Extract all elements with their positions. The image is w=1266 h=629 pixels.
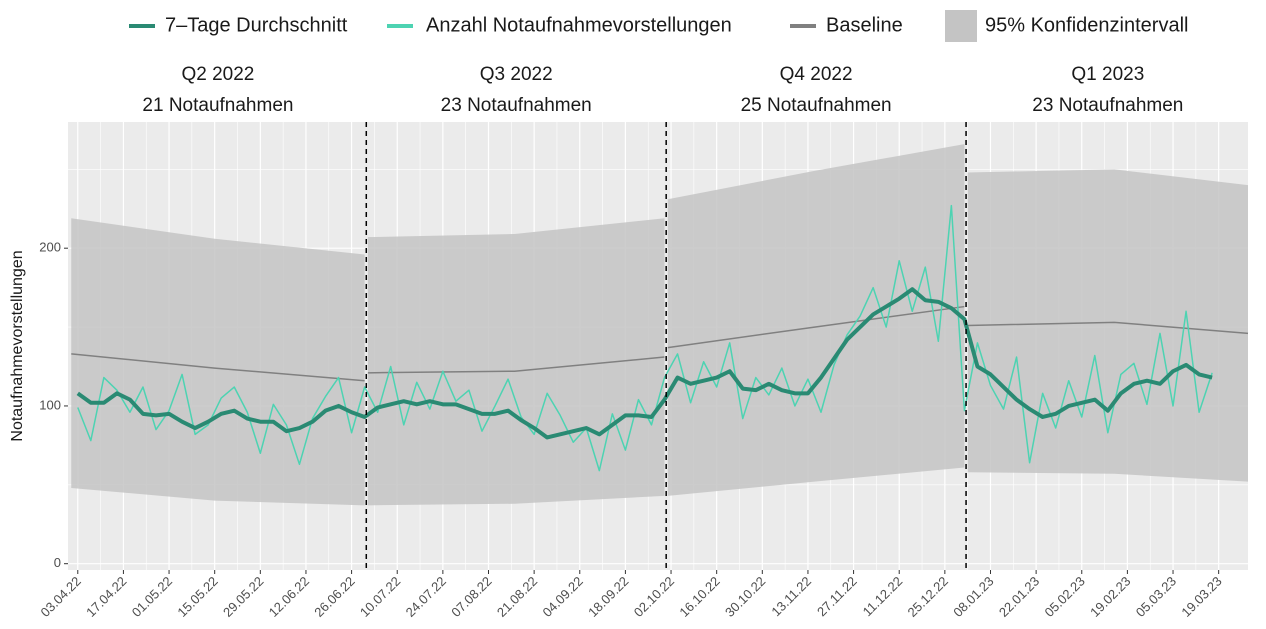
x-tick-label: 02.10.22 xyxy=(631,574,677,620)
x-tick-label: 25.12.22 xyxy=(905,574,951,620)
x-tick-label: 11.12.22 xyxy=(860,574,906,620)
x-tick-label: 18.09.22 xyxy=(585,574,631,620)
legend-label: Baseline xyxy=(826,14,903,36)
x-tick-label: 17.04.22 xyxy=(83,574,129,620)
series-line xyxy=(76,287,1213,440)
y-tick-label: 200 xyxy=(39,240,61,255)
x-tick-label: 13.11.22 xyxy=(768,574,814,620)
facet-subtitle: 21 Notaufnahmen xyxy=(142,95,293,116)
baseline-line xyxy=(967,321,1249,335)
facet-title: Q4 2022 xyxy=(780,64,853,85)
baseline-line xyxy=(71,353,365,382)
facet-title: Q2 2022 xyxy=(181,64,254,85)
y-axis-title: Notaufnahmevorstellungen xyxy=(9,250,26,441)
facet-subtitle: 23 Notaufnahmen xyxy=(1032,95,1183,116)
legend-label: Anzahl Notaufnahmevorstellungen xyxy=(426,14,732,36)
legend-label: 7–Tage Durchschnitt xyxy=(165,14,348,36)
x-tick-label: 26.06.22 xyxy=(311,574,357,620)
x-tick-label: 12.06.22 xyxy=(266,574,312,620)
facet-subtitle: 25 Notaufnahmen xyxy=(741,95,892,116)
legend-key xyxy=(945,10,977,42)
x-tick-label: 24.07.22 xyxy=(403,574,449,620)
confidence-band xyxy=(667,144,965,496)
x-tick-label: 27.11.22 xyxy=(814,574,860,620)
y-tick-label: 0 xyxy=(54,555,61,570)
x-tick-label: 07.08.22 xyxy=(448,574,494,620)
x-tick-label: 19.03.23 xyxy=(1178,574,1224,620)
baseline-line xyxy=(667,305,965,349)
facet-subtitle: 23 Notaufnahmen xyxy=(441,95,592,116)
confidence-band xyxy=(367,218,665,506)
x-tick-label: 16.10.22 xyxy=(676,574,722,620)
x-tick-label: 04.09.22 xyxy=(539,574,585,620)
baseline-line xyxy=(367,356,665,374)
confidence-band xyxy=(71,218,365,506)
x-tick-label: 05.02.23 xyxy=(1041,574,1087,620)
confidence-band xyxy=(967,169,1248,482)
x-tick-label: 22.01.23 xyxy=(996,574,1042,620)
x-tick-label: 30.10.22 xyxy=(722,574,768,620)
x-tick-label: 01.05.22 xyxy=(129,574,175,620)
x-tick-label: 03.04.22 xyxy=(38,574,84,620)
x-tick-label: 10.07.22 xyxy=(357,574,403,620)
legend-label: 95% Konfidenzintervall xyxy=(985,14,1188,36)
x-tick-label: 19.02.23 xyxy=(1087,574,1133,620)
x-tick-label: 15.05.22 xyxy=(174,574,220,620)
x-tick-label: 29.05.22 xyxy=(220,574,266,620)
x-tick-label: 08.01.23 xyxy=(950,574,996,620)
series-line xyxy=(77,204,1213,472)
facet-title: Q1 2023 xyxy=(1071,64,1144,85)
facet-title: Q3 2022 xyxy=(480,64,553,85)
x-tick-label: 21.08.22 xyxy=(494,574,540,620)
x-tick-label: 05.03.23 xyxy=(1133,574,1179,620)
y-tick-label: 100 xyxy=(39,397,61,412)
